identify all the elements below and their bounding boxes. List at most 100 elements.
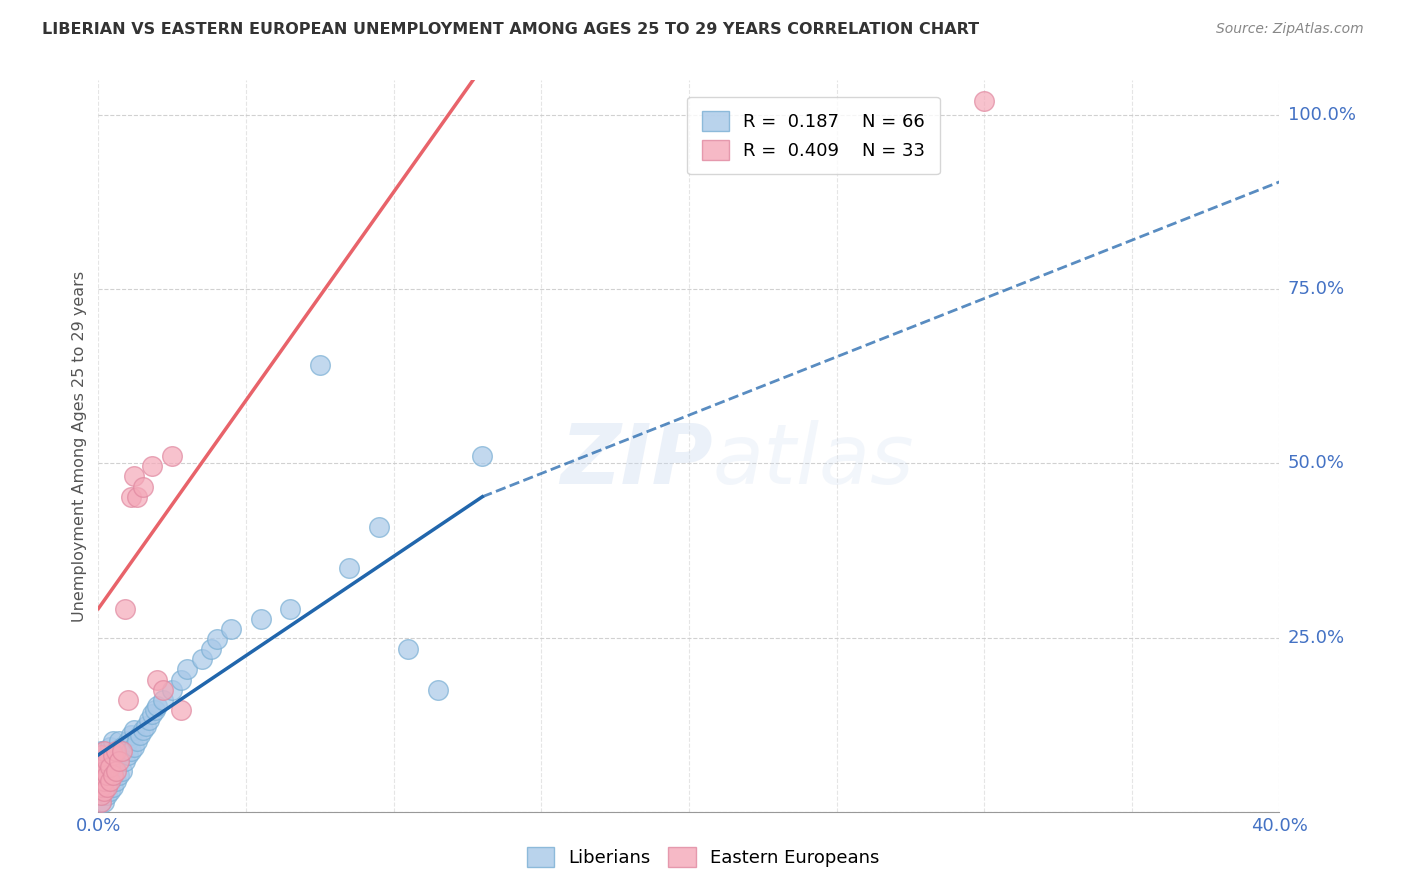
Point <box>471 449 494 463</box>
Point <box>120 490 142 504</box>
Text: Source: ZipAtlas.com: Source: ZipAtlas.com <box>1216 22 1364 37</box>
Point <box>191 652 214 666</box>
Point <box>98 784 121 798</box>
Point <box>93 764 115 778</box>
Point <box>105 764 128 778</box>
Point <box>125 733 148 747</box>
Point <box>93 774 115 789</box>
Point <box>98 739 121 754</box>
Point <box>90 789 112 803</box>
Point <box>90 795 112 809</box>
Point <box>146 699 169 714</box>
Point <box>117 693 139 707</box>
Point <box>93 784 115 798</box>
Point <box>396 642 419 657</box>
Text: atlas: atlas <box>713 420 914 501</box>
Point <box>162 682 183 697</box>
Point <box>96 768 118 782</box>
Point <box>143 703 166 717</box>
Point <box>176 663 198 677</box>
Point <box>103 780 125 795</box>
Point <box>96 747 118 762</box>
Point <box>337 561 360 575</box>
Point <box>93 744 115 758</box>
Point <box>162 449 183 463</box>
Point <box>90 760 112 774</box>
Point <box>108 768 131 782</box>
Legend: Liberians, Eastern Europeans: Liberians, Eastern Europeans <box>519 839 887 874</box>
Text: 100.0%: 100.0% <box>1288 106 1355 124</box>
Point <box>98 774 121 789</box>
Point <box>90 754 112 768</box>
Point <box>98 754 121 768</box>
Point <box>122 469 145 483</box>
Point <box>90 789 112 803</box>
Point <box>96 760 118 774</box>
Point <box>427 682 450 697</box>
Point <box>278 601 302 615</box>
Point <box>138 714 160 728</box>
Point <box>90 764 112 778</box>
Point <box>368 520 391 534</box>
Point <box>108 754 131 768</box>
Point <box>132 480 155 494</box>
Point <box>309 358 332 372</box>
Point <box>108 747 131 762</box>
Point <box>111 744 134 758</box>
Point <box>200 642 222 657</box>
Point <box>122 739 145 754</box>
Point <box>103 747 125 762</box>
Point <box>90 768 112 782</box>
Text: 50.0%: 50.0% <box>1288 454 1344 473</box>
Point <box>135 719 157 733</box>
Point <box>117 747 139 762</box>
Point <box>205 632 228 646</box>
Point <box>93 764 115 778</box>
Point <box>96 789 118 803</box>
Point <box>90 744 112 758</box>
Point <box>128 727 150 741</box>
Y-axis label: Unemployment Among Ages 25 to 29 years: Unemployment Among Ages 25 to 29 years <box>72 270 87 622</box>
Point <box>98 768 121 782</box>
Legend: R =  0.187    N = 66, R =  0.409    N = 33: R = 0.187 N = 66, R = 0.409 N = 33 <box>688 96 939 174</box>
Point <box>152 682 174 697</box>
Point <box>96 754 118 768</box>
Point <box>90 795 112 809</box>
Point <box>141 707 163 722</box>
Point <box>90 774 112 789</box>
Point <box>96 780 118 795</box>
Point <box>105 754 128 768</box>
Point <box>132 723 155 738</box>
Point <box>105 774 128 789</box>
Point <box>93 784 115 798</box>
Point <box>122 723 145 738</box>
Point <box>105 744 128 758</box>
Point <box>250 612 273 626</box>
Point <box>90 784 112 798</box>
Point <box>152 693 174 707</box>
Point <box>141 459 163 474</box>
Point <box>108 733 131 747</box>
Text: ZIP: ZIP <box>560 420 713 501</box>
Point <box>90 747 112 762</box>
Point <box>170 703 193 717</box>
Point <box>120 744 142 758</box>
Point <box>114 754 136 768</box>
Point <box>103 764 125 778</box>
Point <box>219 622 242 636</box>
Point <box>103 747 125 762</box>
Point <box>90 780 112 795</box>
Point <box>103 768 125 782</box>
Point <box>93 754 115 768</box>
Point <box>93 744 115 758</box>
Text: 75.0%: 75.0% <box>1288 280 1346 298</box>
Point <box>973 94 995 108</box>
Point <box>103 733 125 747</box>
Point <box>120 727 142 741</box>
Point <box>90 780 112 795</box>
Point <box>117 733 139 747</box>
Point <box>93 774 115 789</box>
Point <box>90 768 112 782</box>
Point <box>111 739 134 754</box>
Point <box>125 490 148 504</box>
